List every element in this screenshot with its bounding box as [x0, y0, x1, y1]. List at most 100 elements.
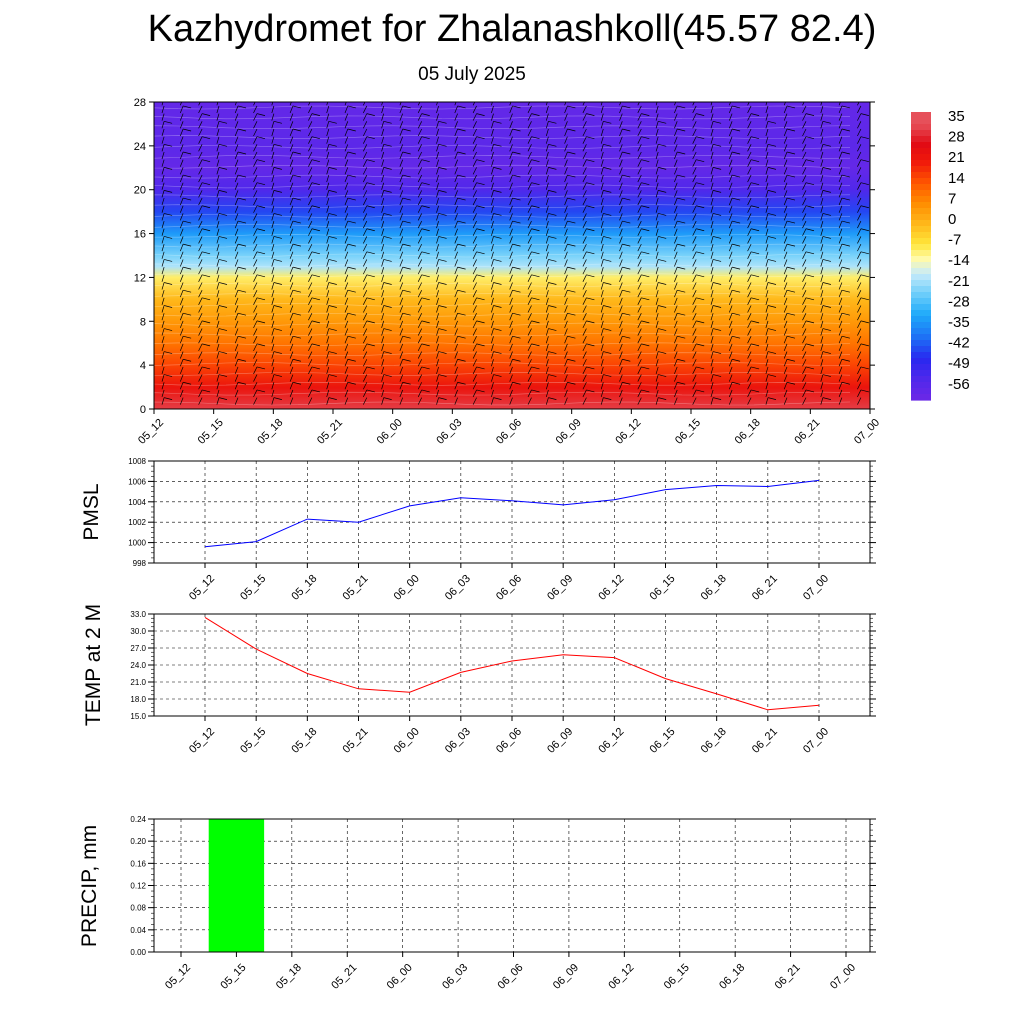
- wind-barb-feather: [183, 151, 192, 155]
- wind-barb: [527, 251, 532, 259]
- wind-barb: [308, 266, 313, 275]
- wind-barb: [381, 320, 385, 328]
- wind-barb-feather: [751, 159, 760, 163]
- wind-barb: [637, 259, 642, 267]
- wind-barb-feather: [328, 328, 337, 331]
- wind-barb: [545, 374, 549, 382]
- wind-barb: [838, 205, 843, 213]
- wind-barb: [436, 197, 439, 206]
- wind-barb-feather: [677, 335, 686, 339]
- wind-barb: [308, 313, 313, 321]
- wind-barb: [802, 366, 807, 375]
- wind-barb: [436, 167, 439, 175]
- wind-barb-feather: [383, 236, 392, 239]
- wind-barb: [344, 267, 349, 275]
- wind-barb-feather: [751, 297, 760, 301]
- wind-barb-feather: [218, 374, 228, 377]
- wind-barb: [161, 190, 165, 198]
- wind-barb: [344, 205, 349, 213]
- wind-barb: [289, 297, 294, 305]
- wind-barb-feather: [421, 182, 430, 186]
- wind-barb: [728, 144, 733, 152]
- wind-barb-feather: [183, 128, 192, 132]
- wind-barb-feather: [805, 366, 815, 370]
- wind-barb: [674, 320, 678, 328]
- wind-barb-feather: [493, 190, 502, 193]
- wind-barb: [289, 251, 294, 259]
- ytick-label: 24.0: [130, 661, 146, 670]
- wind-barb: [161, 274, 165, 282]
- wind-barb-feather: [878, 306, 886, 308]
- wind-barb-feather: [402, 128, 411, 132]
- wind-barb: [253, 174, 258, 183]
- wind-barb: [674, 151, 678, 160]
- wind-barb-feather: [841, 335, 850, 339]
- wind-barb: [198, 374, 203, 382]
- wind-barb-feather: [273, 190, 282, 193]
- wind-barb-feather: [457, 197, 466, 201]
- wind-barb: [765, 113, 769, 121]
- wind-barb: [637, 359, 642, 367]
- wind-barb: [545, 320, 549, 328]
- wind-barb: [838, 359, 843, 367]
- wind-barb: [857, 297, 862, 305]
- wind-barb: [710, 290, 714, 298]
- wind-barb-feather: [421, 366, 430, 370]
- wind-barb: [381, 374, 385, 382]
- wind-barb: [728, 190, 733, 198]
- wind-barb: [417, 313, 423, 321]
- wind-barb-feather: [347, 197, 356, 201]
- wind-barb: [527, 228, 532, 236]
- wind-barb: [545, 136, 549, 144]
- wind-barb: [399, 328, 404, 336]
- wind-barb-feather: [328, 167, 337, 170]
- wind-barb: [253, 343, 258, 352]
- wind-barb-feather: [164, 374, 173, 377]
- wind-barb-feather: [164, 305, 173, 308]
- wind-barb: [527, 236, 532, 244]
- wind-barb: [838, 305, 843, 313]
- wind-barb: [655, 313, 659, 321]
- wind-barb: [747, 128, 752, 137]
- wind-barb: [564, 174, 568, 183]
- wind-barb: [289, 382, 294, 390]
- wind-barb: [509, 343, 513, 352]
- wind-barb-feather: [786, 266, 796, 270]
- wind-barb: [253, 251, 258, 259]
- wind-barb-feather: [641, 205, 650, 209]
- wind-barb: [344, 113, 349, 121]
- wind-barb: [289, 267, 294, 275]
- wind-barb-feather: [841, 381, 850, 385]
- wind-barb: [234, 267, 239, 275]
- wind-barb: [728, 236, 733, 244]
- wind-barb: [509, 220, 513, 229]
- wind-barb-feather: [548, 374, 557, 377]
- wind-barb: [308, 374, 313, 382]
- wind-barb: [619, 274, 623, 282]
- wind-barb-feather: [457, 128, 466, 132]
- xtick-label: 05_18: [274, 962, 304, 992]
- wind-barb: [271, 151, 275, 160]
- wind-barb: [399, 182, 404, 190]
- wind-barb-feather: [438, 282, 447, 285]
- wind-barb: [564, 297, 568, 305]
- xtick-label: 06_15: [662, 962, 692, 992]
- wind-barb-feather: [457, 151, 466, 155]
- wind-barb-feather: [713, 167, 722, 170]
- wind-barb: [198, 320, 203, 329]
- wind-barb: [820, 336, 824, 344]
- wind-barb: [472, 251, 477, 259]
- wind-barb: [527, 374, 532, 382]
- wind-barb: [179, 182, 184, 190]
- wind-barb-feather: [567, 128, 576, 132]
- wind-barb: [362, 366, 368, 375]
- wind-barb-feather: [512, 289, 521, 293]
- wind-barb: [692, 190, 697, 198]
- wind-barb: [271, 236, 275, 244]
- xtick-label: 07_00: [828, 962, 858, 992]
- wind-barb: [491, 274, 494, 282]
- xtick-label: 06_15: [648, 573, 678, 603]
- wind-barb-feather: [512, 335, 521, 339]
- wind-barb: [600, 144, 604, 152]
- wind-barb: [436, 236, 439, 244]
